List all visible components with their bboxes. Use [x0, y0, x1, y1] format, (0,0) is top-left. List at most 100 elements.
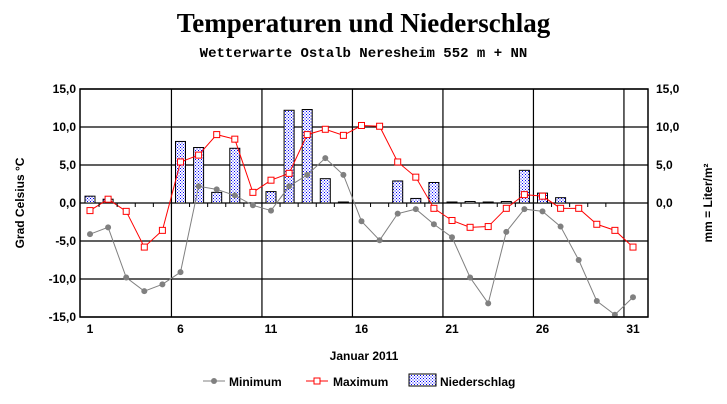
- maximum-point: [557, 204, 565, 212]
- precipitation-bar: [464, 200, 476, 204]
- maximum-point: [122, 207, 130, 215]
- minimum-point: [268, 207, 274, 214]
- maximum-point: [520, 191, 528, 199]
- minimum-point: [231, 192, 238, 199]
- y-tick-label: -5,0: [55, 234, 76, 248]
- maximum-point: [177, 158, 184, 166]
- maximum-point: [303, 131, 311, 139]
- minimum-point: [286, 183, 293, 190]
- precipitation-bar: [446, 201, 458, 204]
- x-tick-label: 6: [177, 322, 184, 336]
- chart-title: Temperaturen und Niederschlag: [176, 8, 551, 38]
- legend-minimum-marker: [211, 378, 217, 384]
- maximum-point: [376, 122, 384, 130]
- x-tick-label: 26: [536, 322, 550, 336]
- minimum-point: [177, 269, 184, 276]
- precipitation-bar: [500, 200, 512, 204]
- minimum-point: [430, 221, 437, 228]
- minimum-point: [141, 288, 148, 295]
- precipitation-bar: [337, 201, 349, 204]
- precipitation-bar: [518, 169, 530, 204]
- minimum-point: [485, 300, 492, 307]
- x-tick-label: 11: [265, 322, 278, 336]
- minimum-point: [467, 274, 474, 281]
- maximum-point: [448, 216, 456, 224]
- minimum-point: [376, 237, 383, 244]
- minimum-point: [503, 228, 510, 235]
- precipitation-bar: [410, 197, 422, 204]
- maximum-point: [267, 176, 275, 184]
- precipitation-bar: [265, 191, 277, 204]
- maximum-point: [249, 188, 257, 196]
- maximum-point: [412, 173, 420, 181]
- maximum-point: [213, 131, 221, 139]
- minimum-point: [87, 231, 93, 238]
- maximum-point: [484, 223, 492, 231]
- minimum-point: [611, 311, 618, 318]
- minimum-point: [539, 208, 546, 215]
- minimum-point: [322, 155, 329, 162]
- precipitation-bar: [482, 201, 494, 204]
- maximum-point: [140, 243, 148, 251]
- y-axis-label-right: mm = Liter/m²: [701, 163, 715, 242]
- legend-maximum-marker: [313, 377, 321, 385]
- minimum-point: [449, 234, 455, 241]
- maximum-point: [339, 131, 347, 139]
- y-tick-label-right: 0,0: [656, 196, 673, 210]
- y-tick-label: 5,0: [59, 158, 76, 172]
- x-tick-label: 31: [626, 322, 640, 336]
- maximum-point: [86, 207, 94, 215]
- y-axis-label: Grad Celsius °C: [13, 157, 27, 248]
- minimum-point: [521, 206, 528, 213]
- y-tick-label-right: 10,0: [656, 120, 680, 134]
- maximum-point: [629, 243, 637, 251]
- maximum-point: [158, 226, 166, 234]
- y-tick-label-right: 5,0: [656, 158, 673, 172]
- x-axis-label: Januar 2011: [330, 349, 399, 363]
- minimum-point: [340, 171, 347, 178]
- maximum-point: [321, 125, 329, 133]
- minimum-point: [593, 298, 600, 305]
- x-tick-label: 16: [355, 322, 369, 336]
- precipitation-bar: [283, 109, 295, 204]
- maximum-point: [231, 135, 239, 143]
- minimum-point: [123, 274, 130, 281]
- maximum-point: [430, 204, 438, 212]
- minimum-point: [105, 224, 112, 231]
- maximum-point: [502, 204, 510, 212]
- x-tick-label: 1: [87, 322, 94, 336]
- precipitation-bar: [555, 197, 567, 204]
- y-tick-label-right: 15,0: [656, 82, 680, 96]
- minimum-point: [394, 210, 401, 217]
- minimum-point: [304, 171, 311, 178]
- legend: Minimum Maximum Niederschlag: [203, 373, 515, 389]
- y-tick-label: 10,0: [53, 120, 77, 134]
- minimum-point: [249, 202, 256, 209]
- precipitation-bar: [84, 195, 96, 204]
- y-tick-label: -15,0: [49, 310, 77, 324]
- y-tick-label: -10,0: [49, 272, 77, 286]
- minimum-point: [159, 281, 166, 288]
- minimum-point: [213, 186, 220, 193]
- minimum-point: [575, 257, 582, 263]
- precipitation-bar: [193, 147, 205, 204]
- minimum-point: [557, 223, 564, 230]
- minimum-point: [412, 206, 419, 213]
- plot-frame: [79, 88, 649, 318]
- precipitation-bar: [301, 109, 313, 204]
- minimum-point: [195, 183, 202, 190]
- precipitation-bar: [392, 180, 404, 204]
- legend-maximum-label: Maximum: [333, 375, 388, 389]
- legend-precipitation-swatch: [408, 373, 437, 387]
- precipitation-bar: [229, 147, 241, 204]
- maximum-point: [394, 158, 402, 166]
- y-tick-label: 0,0: [59, 196, 76, 210]
- axes: 15,0 10,0 5,0 0,0 -5,0 -10,0 -15,0 15,0 10,0 5,0 0…: [49, 82, 680, 336]
- chart-subtitle: Wetterwarte Ostalb Neresheim 552 m + NN: [199, 46, 528, 62]
- maximum-point: [593, 220, 601, 228]
- maximum-point: [575, 204, 583, 212]
- precipitation-bar: [211, 191, 223, 204]
- y-tick-label: 15,0: [53, 82, 77, 96]
- temperature-lines: [86, 121, 637, 318]
